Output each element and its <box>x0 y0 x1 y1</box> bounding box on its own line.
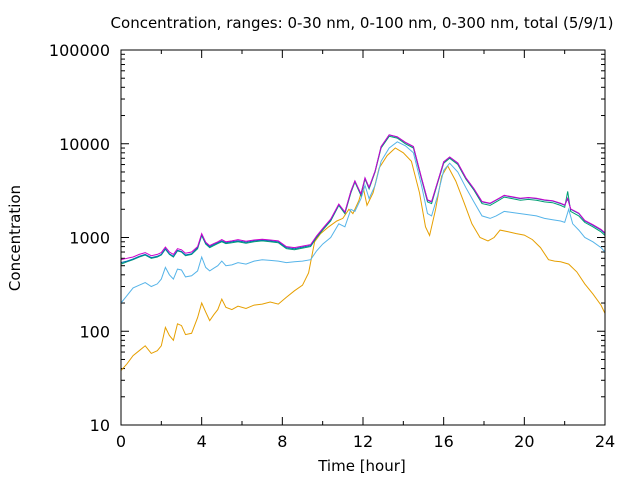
x-axis-label: Time [hour] <box>317 457 406 475</box>
x-tick-label: 0 <box>116 432 126 451</box>
series-line-5 <box>120 134 606 261</box>
y-axis-label: Concentration <box>6 185 24 291</box>
y-tick-label: 100 <box>79 322 110 341</box>
y-tick-label: 100000 <box>49 41 110 60</box>
x-tick-label: 24 <box>595 432 615 451</box>
series-layer <box>120 134 606 371</box>
series-line-4 <box>120 134 606 264</box>
y-tick-label: 1000 <box>69 229 110 248</box>
series-line-2 <box>120 141 606 304</box>
axis-ticks: 0 4 8 12 16 20 24 10 100 1000 10000 100000 <box>49 41 615 451</box>
x-tick-label: 20 <box>514 432 534 451</box>
x-tick-label: 12 <box>353 432 373 451</box>
y-tick-label: 10000 <box>59 135 110 154</box>
x-tick-label: 16 <box>433 432 453 451</box>
series-line-1 <box>120 147 606 371</box>
y-tick-label: 10 <box>90 416 110 435</box>
plot-frame <box>120 49 606 426</box>
x-tick-label: 4 <box>197 432 207 451</box>
series-line-3 <box>120 135 606 265</box>
chart-title: Concentration, ranges: 0-30 nm, 0-100 nm… <box>111 14 614 32</box>
x-tick-label: 8 <box>277 432 287 451</box>
